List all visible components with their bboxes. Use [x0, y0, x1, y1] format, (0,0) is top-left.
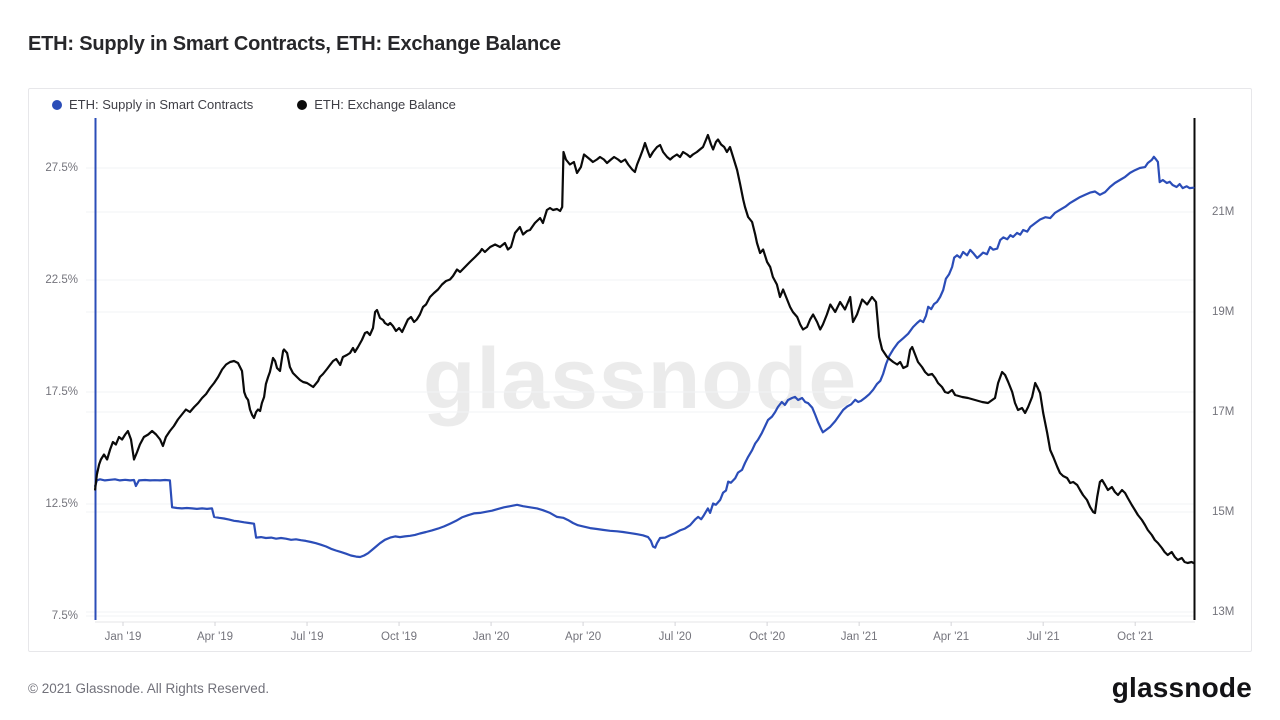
- y-left-tick-label: 12.5%: [45, 497, 78, 510]
- x-tick-label: Oct '20: [749, 631, 786, 643]
- chart-legend: ETH: Supply in Smart Contracts ETH: Exch…: [52, 97, 456, 112]
- x-tick-label: Jul '19: [290, 631, 324, 643]
- page-title: ETH: Supply in Smart Contracts, ETH: Exc…: [28, 33, 561, 55]
- x-tick-label: Jul '20: [658, 631, 692, 643]
- chart-card: [28, 88, 1252, 652]
- x-tick-label: Apr '19: [196, 631, 234, 643]
- y-left-tick-label: 7.5%: [51, 609, 78, 622]
- glassnode-logo[interactable]: glassnode: [1111, 672, 1252, 703]
- y-left-tick-label: 22.5%: [45, 273, 78, 286]
- legend-label-balance: ETH: Exchange Balance: [314, 97, 456, 112]
- x-tick-label: Jan '19: [104, 631, 142, 643]
- legend-item-balance[interactable]: ETH: Exchange Balance: [297, 97, 456, 112]
- y-right-tick-label: 19M: [1212, 306, 1235, 318]
- y-right-tick-label: 13M: [1212, 606, 1235, 618]
- copyright-text: © 2021 Glassnode. All Rights Reserved.: [28, 681, 270, 696]
- legend-label-supply: ETH: Supply in Smart Contracts: [69, 97, 254, 112]
- x-tick-label: Oct '21: [1117, 631, 1154, 643]
- y-right-tick-label: 17M: [1212, 406, 1235, 418]
- x-tick-label: Jan '20: [472, 631, 510, 643]
- y-right-tick-label: 15M: [1212, 506, 1235, 518]
- x-tick-label: Apr '20: [565, 631, 602, 643]
- x-tick-label: Jan '21: [840, 631, 878, 643]
- supply-series-dot-icon: [52, 99, 62, 110]
- legend-item-supply[interactable]: ETH: Supply in Smart Contracts: [52, 97, 253, 112]
- y-left-tick-label: 17.5%: [45, 385, 78, 398]
- y-right-tick-label: 21M: [1212, 206, 1235, 218]
- balance-series-dot-icon: [297, 99, 308, 110]
- x-tick-label: Jul '21: [1026, 631, 1060, 643]
- x-tick-label: Apr '21: [933, 631, 970, 643]
- x-tick-label: Oct '19: [381, 631, 418, 643]
- y-left-tick-label: 27.5%: [45, 161, 78, 174]
